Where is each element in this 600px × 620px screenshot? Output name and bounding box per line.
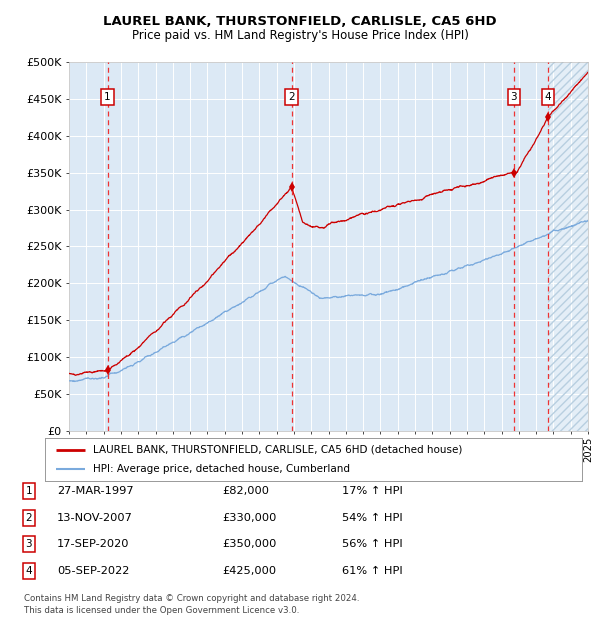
Text: 05-SEP-2022: 05-SEP-2022 xyxy=(57,566,130,576)
Text: 4: 4 xyxy=(545,92,551,102)
Text: 13-NOV-2007: 13-NOV-2007 xyxy=(57,513,133,523)
Text: LAUREL BANK, THURSTONFIELD, CARLISLE, CA5 6HD: LAUREL BANK, THURSTONFIELD, CARLISLE, CA… xyxy=(103,16,497,28)
Text: £350,000: £350,000 xyxy=(222,539,277,549)
Text: Price paid vs. HM Land Registry's House Price Index (HPI): Price paid vs. HM Land Registry's House … xyxy=(131,30,469,42)
Text: 54% ↑ HPI: 54% ↑ HPI xyxy=(342,513,403,523)
Text: Contains HM Land Registry data © Crown copyright and database right 2024.
This d: Contains HM Land Registry data © Crown c… xyxy=(24,594,359,615)
Text: £82,000: £82,000 xyxy=(222,486,269,496)
Text: HPI: Average price, detached house, Cumberland: HPI: Average price, detached house, Cumb… xyxy=(94,464,350,474)
Text: 27-MAR-1997: 27-MAR-1997 xyxy=(57,486,134,496)
Text: 56% ↑ HPI: 56% ↑ HPI xyxy=(342,539,403,549)
Text: 61% ↑ HPI: 61% ↑ HPI xyxy=(342,566,403,576)
Text: 3: 3 xyxy=(25,539,32,549)
Text: 3: 3 xyxy=(511,92,517,102)
Text: 2: 2 xyxy=(25,513,32,523)
Text: 4: 4 xyxy=(25,566,32,576)
Text: 2: 2 xyxy=(289,92,295,102)
Text: £425,000: £425,000 xyxy=(222,566,276,576)
Text: 1: 1 xyxy=(25,486,32,496)
Text: 17-SEP-2020: 17-SEP-2020 xyxy=(57,539,130,549)
Text: LAUREL BANK, THURSTONFIELD, CARLISLE, CA5 6HD (detached house): LAUREL BANK, THURSTONFIELD, CARLISLE, CA… xyxy=(94,445,463,454)
Text: 1: 1 xyxy=(104,92,111,102)
Text: £330,000: £330,000 xyxy=(222,513,277,523)
Text: 17% ↑ HPI: 17% ↑ HPI xyxy=(342,486,403,496)
